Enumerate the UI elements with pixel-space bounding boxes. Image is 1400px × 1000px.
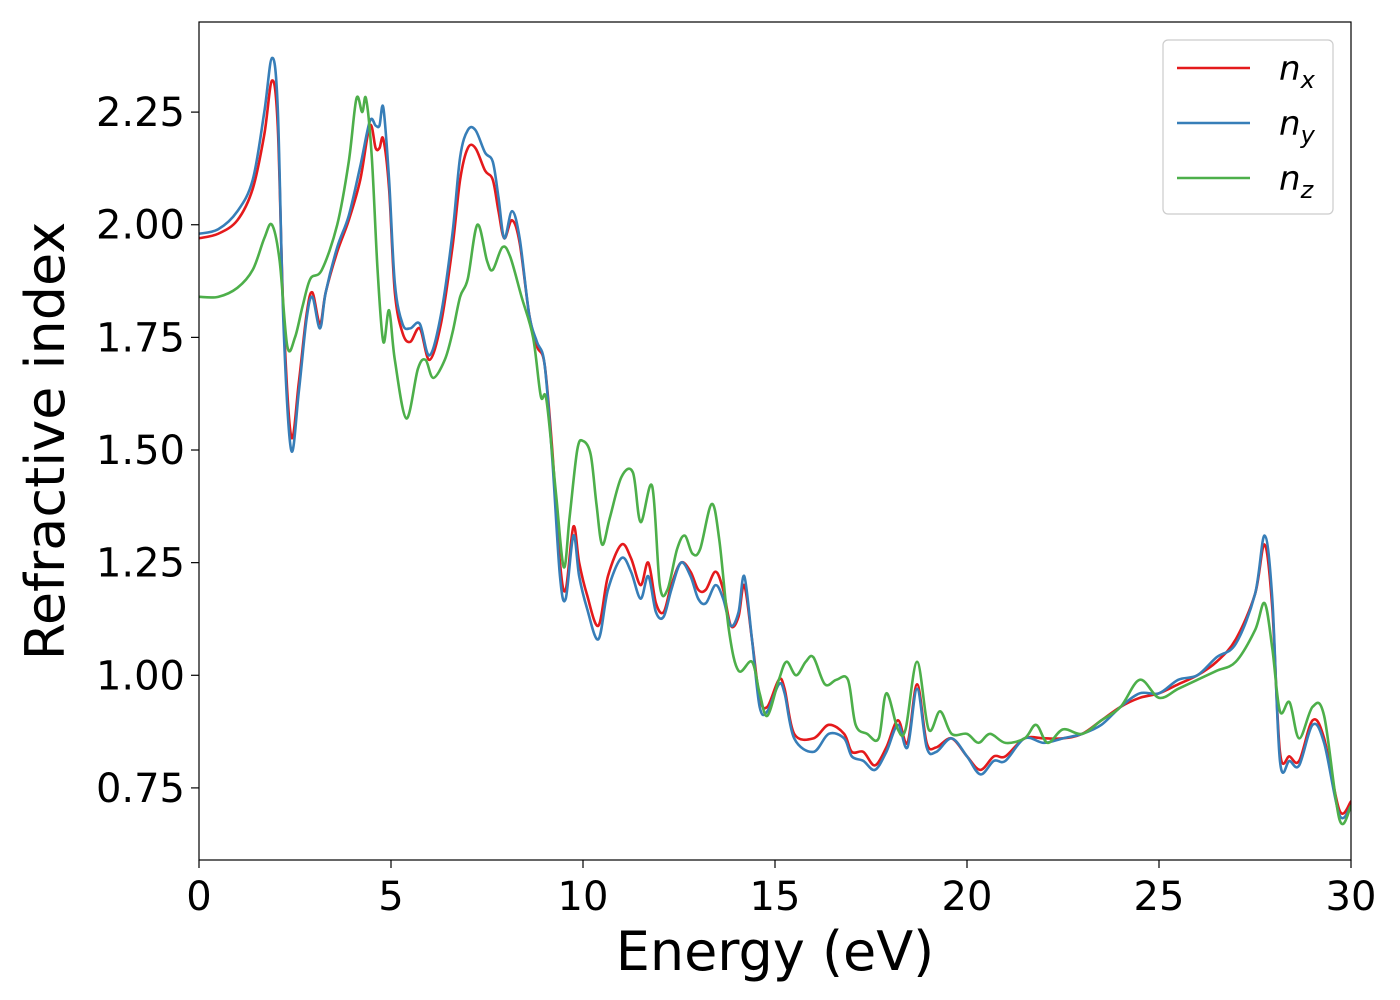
x-axis-title: Energy (eV) [616,920,935,983]
y-tick-label: 1.75 [96,315,185,361]
legend-label-nz: nz [1279,159,1315,204]
y-tick-label: 1.00 [96,653,185,699]
y-tick-label: 1.25 [96,541,185,587]
legend-box [1162,39,1334,215]
series-layer [199,56,1351,826]
x-axis: 0 5 10 15 20 25 30 [186,860,1376,920]
legend-label-ny: ny [1279,104,1316,149]
x-tick-label: 15 [750,874,801,920]
x-tick-label: 20 [942,874,993,920]
legend: nx ny nz [1162,39,1334,215]
x-tick-label: 0 [186,874,211,920]
x-tick-label: 30 [1326,874,1377,920]
y-tick-label: 0.75 [96,766,185,812]
x-tick-label: 5 [378,874,403,920]
x-tick-label: 10 [558,874,609,920]
x-tick-label: 25 [1134,874,1185,920]
legend-label-nx: nx [1279,49,1316,94]
y-axis: 0.75 1.00 1.25 1.50 1.75 2.00 2.25 [96,90,199,812]
series-line-nz [199,95,1351,826]
y-axis-title: Refractive index [14,222,77,661]
y-tick-label: 1.50 [96,428,185,474]
y-tick-label: 2.25 [96,90,185,136]
y-tick-label: 2.00 [96,203,185,249]
